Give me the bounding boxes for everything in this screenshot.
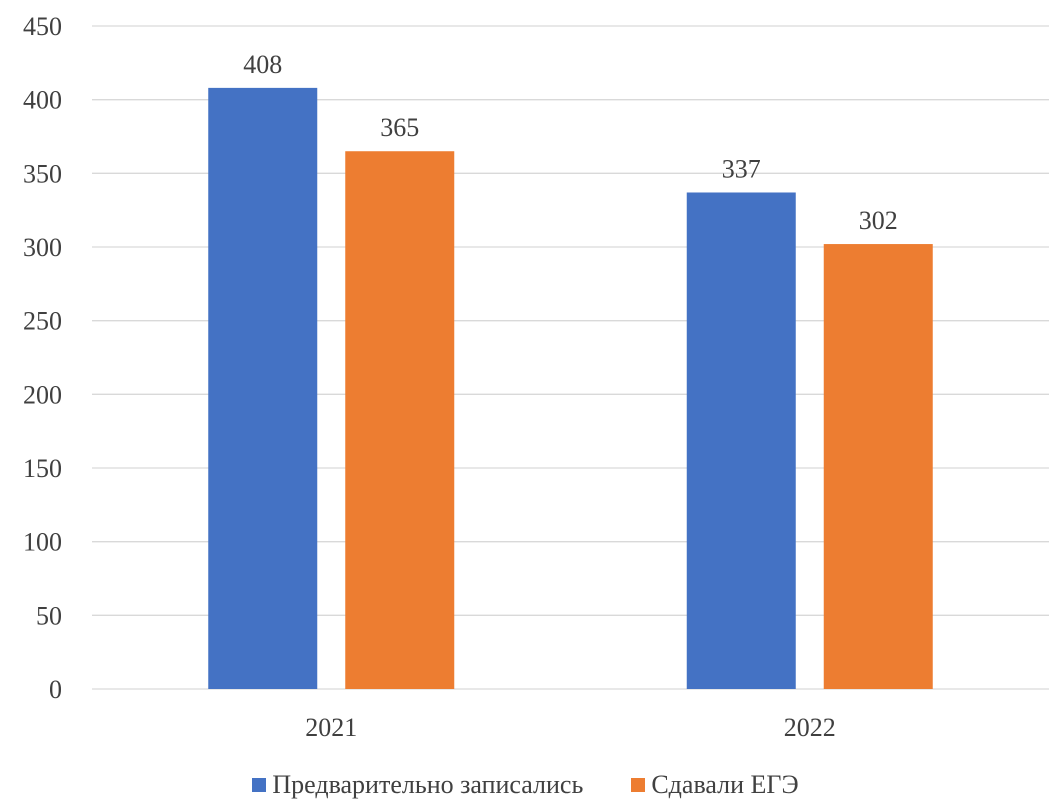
legend-item-series-1: Предварительно записались (252, 770, 583, 800)
legend-label-series-2: Сдавали ЕГЭ (651, 770, 799, 799)
legend: Предварительно записались Сдавали ЕГЭ (0, 770, 1051, 800)
y-tick-label: 150 (23, 454, 62, 483)
data-label: 302 (859, 206, 898, 235)
y-tick-label: 350 (23, 159, 62, 188)
legend-swatch-series-1 (252, 778, 267, 792)
y-tick-label: 400 (23, 86, 62, 115)
y-tick-label: 100 (23, 528, 62, 557)
data-label: 408 (243, 50, 282, 79)
bars (208, 87, 933, 689)
y-tick-label: 0 (49, 675, 62, 704)
y-tick-label: 450 (23, 12, 62, 41)
bar-series-2-2022 (823, 244, 933, 689)
y-tick-label: 250 (23, 307, 62, 336)
y-axis-tick-labels: 0 50 100 150 200 250 300 350 400 450 (23, 12, 62, 704)
legend-swatch-series-2 (631, 778, 646, 792)
bar-chart: 0 50 100 150 200 250 300 350 400 450 408 365 337 302… (23, 12, 1049, 742)
data-label: 365 (380, 113, 419, 142)
x-axis-category-labels: 2021 2022 (305, 713, 836, 742)
x-category-label: 2021 (305, 713, 357, 742)
x-category-label: 2022 (784, 713, 836, 742)
legend-label-series-1: Предварительно записались (272, 770, 584, 799)
y-tick-label: 50 (36, 601, 62, 630)
data-labels: 408 365 337 302 (243, 50, 898, 235)
data-label: 337 (722, 154, 761, 183)
y-tick-label: 300 (23, 233, 62, 262)
legend-item-series-2: Сдавали ЕГЭ (631, 770, 799, 800)
y-tick-label: 200 (23, 380, 62, 409)
bar-series-1-2022 (686, 192, 796, 689)
bar-series-2-2021 (345, 151, 455, 689)
bar-series-1-2021 (208, 87, 318, 689)
